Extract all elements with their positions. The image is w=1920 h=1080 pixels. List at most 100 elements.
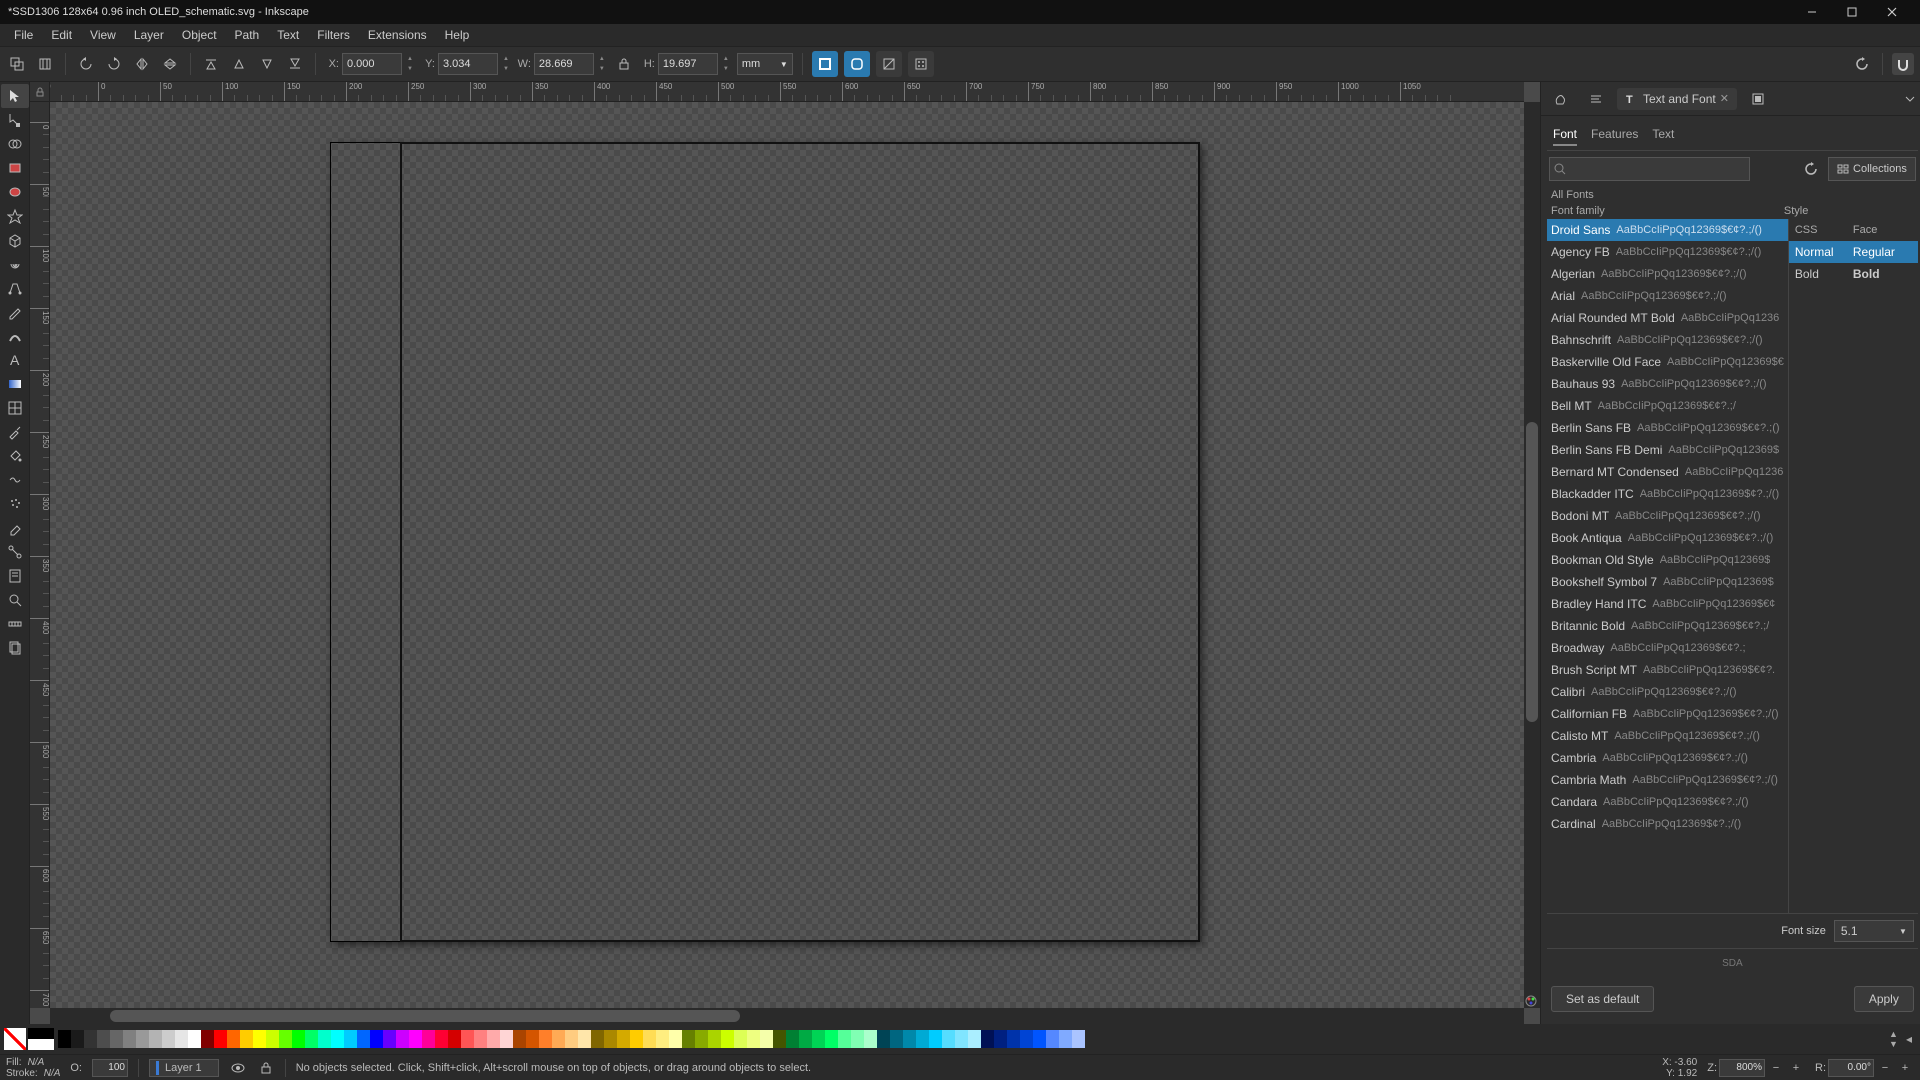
transform-pattern-icon[interactable] [908,51,934,77]
star-tool-icon[interactable] [1,204,29,228]
color-swatch[interactable] [84,1030,97,1048]
dock-tab-layers[interactable] [1743,88,1773,110]
zoom-in-icon[interactable]: + [1787,1059,1805,1077]
color-swatch[interactable] [825,1030,838,1048]
color-swatch[interactable] [1020,1030,1033,1048]
color-swatch[interactable] [292,1030,305,1048]
canvas[interactable] [50,102,1524,1008]
color-swatch[interactable] [890,1030,903,1048]
color-swatch[interactable] [565,1030,578,1048]
unit-select[interactable]: mm▼ [737,53,793,75]
color-swatch[interactable] [734,1030,747,1048]
layer-selector[interactable]: Layer 1 [149,1059,219,1077]
color-swatch[interactable] [851,1030,864,1048]
selector-tool-icon[interactable] [1,84,29,108]
font-list[interactable]: Droid SansAaBbCcIiPpQq12369$€¢?.;/()Agen… [1547,219,1788,913]
lock-aspect-icon[interactable] [613,53,635,75]
measure-tool-icon[interactable] [1,612,29,636]
snapping-refresh-icon[interactable] [1851,53,1873,75]
lpe-tool-icon[interactable] [1,564,29,588]
font-search-input[interactable] [1549,157,1750,181]
color-swatch[interactable] [110,1030,123,1048]
color-swatch[interactable] [1007,1030,1020,1048]
color-swatch[interactable] [370,1030,383,1048]
font-row[interactable]: Agency FBAaBbCcIiPpQq12369$€¢?.;/() [1547,241,1788,263]
font-size-select[interactable]: 5.1▼ [1834,920,1914,942]
subtab-font[interactable]: Font [1553,124,1577,146]
style-row[interactable]: NormalRegular [1789,241,1918,263]
color-swatch[interactable] [955,1030,968,1048]
color-swatch[interactable] [526,1030,539,1048]
color-swatch[interactable] [929,1030,942,1048]
color-swatch[interactable] [422,1030,435,1048]
close-button[interactable] [1872,0,1912,24]
color-swatch[interactable] [1033,1030,1046,1048]
menu-view[interactable]: View [82,25,124,45]
font-row[interactable]: Book AntiquaAaBbCcIiPpQq12369$€¢?.;/() [1547,527,1788,549]
rot-inc-icon[interactable]: + [1896,1059,1914,1077]
palette-scroll[interactable]: ▲▼ [1885,1029,1902,1049]
spiral-tool-icon[interactable] [1,252,29,276]
x-input[interactable] [342,53,402,75]
maximize-button[interactable] [1832,0,1872,24]
color-swatch[interactable] [669,1030,682,1048]
tweak-tool-icon[interactable] [1,468,29,492]
color-swatch[interactable] [474,1030,487,1048]
font-row[interactable]: BroadwayAaBbCcIiPpQq12369$€¢?.; [1547,637,1788,659]
rotate-cw-icon[interactable] [103,53,125,75]
color-swatch[interactable] [357,1030,370,1048]
color-swatch[interactable] [266,1030,279,1048]
rotate-ccw-icon[interactable] [75,53,97,75]
color-swatch[interactable] [786,1030,799,1048]
menu-file[interactable]: File [6,25,41,45]
collections-button[interactable]: Collections [1828,157,1916,181]
color-swatch[interactable] [916,1030,929,1048]
color-swatch[interactable] [162,1030,175,1048]
flip-v-icon[interactable] [159,53,181,75]
font-row[interactable]: ArialAaBbCcIiPpQq12369$€¢?.;/() [1547,285,1788,307]
color-swatch[interactable] [279,1030,292,1048]
menu-edit[interactable]: Edit [43,25,80,45]
zoom-tool-icon[interactable] [1,588,29,612]
color-swatch[interactable] [305,1030,318,1048]
spray-tool-icon[interactable] [1,492,29,516]
box3d-tool-icon[interactable] [1,228,29,252]
color-swatch[interactable] [981,1030,994,1048]
set-default-button[interactable]: Set as default [1551,986,1654,1012]
color-swatch[interactable] [838,1030,851,1048]
color-swatch[interactable] [994,1030,1007,1048]
dock-tab-align[interactable] [1581,88,1611,110]
color-swatch[interactable] [383,1030,396,1048]
pen-tool-icon[interactable] [1,276,29,300]
select-same-icon[interactable] [34,53,56,75]
gradient-tool-icon[interactable] [1,372,29,396]
font-row[interactable]: Arial Rounded MT BoldAaBbCcIiPpQq1236 [1547,307,1788,329]
font-row[interactable]: CalibriAaBbCcIiPpQq12369$€¢?.;/() [1547,681,1788,703]
color-swatch[interactable] [175,1030,188,1048]
color-swatch[interactable] [942,1030,955,1048]
color-swatch[interactable] [682,1030,695,1048]
color-swatch[interactable] [188,1030,201,1048]
color-swatch[interactable] [58,1030,71,1048]
menu-text[interactable]: Text [269,25,307,45]
h-input[interactable] [658,53,718,75]
color-swatch[interactable] [435,1030,448,1048]
color-swatch[interactable] [877,1030,890,1048]
font-row[interactable]: Californian FBAaBbCcIiPpQq12369$€¢?.;/() [1547,703,1788,725]
color-swatch[interactable] [604,1030,617,1048]
rot-dec-icon[interactable]: − [1876,1059,1894,1077]
paintbucket-tool-icon[interactable] [1,444,29,468]
menu-help[interactable]: Help [437,25,478,45]
select-all-layers-icon[interactable] [6,53,28,75]
color-swatch[interactable] [656,1030,669,1048]
ellipse-tool-icon[interactable] [1,180,29,204]
color-swatch[interactable] [461,1030,474,1048]
dock-tab-text-font[interactable]: T Text and Font ✕ [1617,88,1737,110]
color-swatch[interactable] [201,1030,214,1048]
font-row[interactable]: CambriaAaBbCcIiPpQq12369$€¢?.;/() [1547,747,1788,769]
pages-tool-icon[interactable] [1,636,29,660]
color-swatch[interactable] [71,1030,84,1048]
w-input[interactable] [534,53,594,75]
color-swatch[interactable] [773,1030,786,1048]
color-swatch[interactable] [253,1030,266,1048]
